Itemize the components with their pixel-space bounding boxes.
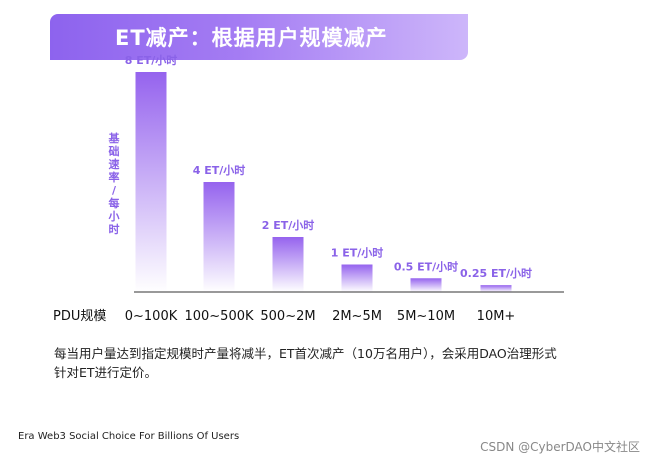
y-axis-label-char: / [111, 184, 117, 197]
y-axis-label: 基 础 速 率 / 每 小 时 [104, 132, 124, 236]
x-tick-label: 100~500K [184, 309, 254, 324]
description-line: 每当用户量达到指定规模时产量将减半，ET首次减产（10万名用户），会采用DAO治… [54, 346, 557, 361]
x-tick-label: 2M~5M [332, 309, 382, 324]
y-axis-label-char: 速 [108, 158, 120, 171]
watermark: CSDN @CyberDAO中文社区 [480, 440, 640, 454]
data-label: 4 ET/小时 [193, 163, 246, 177]
x-tick-label: 0~100K [125, 309, 178, 324]
data-label: 0.25 ET/小时 [460, 266, 532, 280]
bar-10M+ [480, 285, 512, 292]
y-axis-label-char: 基 [108, 132, 120, 145]
x-tick-label: 500~2M [260, 309, 315, 324]
x-axis-label: PDU规模 [53, 309, 106, 324]
y-axis-label-char: 每 [108, 197, 120, 210]
data-label: 2 ET/小时 [262, 218, 315, 232]
y-axis-label-char: 小 [108, 210, 120, 223]
bar-chart: 8 ET/小时 4 ET/小时 2 ET/小时 1 ET/小时 0.5 ET/小时0.2… [53, 53, 564, 324]
data-label: 0.5 ET/小时 [394, 259, 458, 273]
x-tick-label: 5M~10M [397, 309, 455, 324]
description-line: 针对ET进行定价。 [54, 365, 158, 380]
bar-500~2M [272, 237, 304, 292]
x-tick-label: 10M+ [477, 309, 516, 324]
page-title: ET减产：根据用户规模减产 [115, 26, 388, 50]
data-label: 8 ET/小时 [125, 53, 178, 67]
title-banner [50, 14, 468, 60]
description: 每当用户量达到指定规模时产量将减半，ET首次减产（10万名用户），会采用DAO治… [54, 344, 614, 382]
bar-0~100K [135, 72, 167, 292]
y-axis-label-char: 时 [108, 223, 120, 236]
bar-2M~5M [341, 264, 373, 292]
bar-5M~10M [410, 278, 442, 292]
y-axis-label-char: 率 [108, 171, 120, 184]
footer-text: Era Web3 Social Choice For Billions Of U… [18, 431, 240, 442]
bar-100~500K [203, 182, 235, 292]
data-label: 1 ET/小时 [331, 246, 384, 260]
y-axis-label-char: 础 [108, 145, 120, 158]
